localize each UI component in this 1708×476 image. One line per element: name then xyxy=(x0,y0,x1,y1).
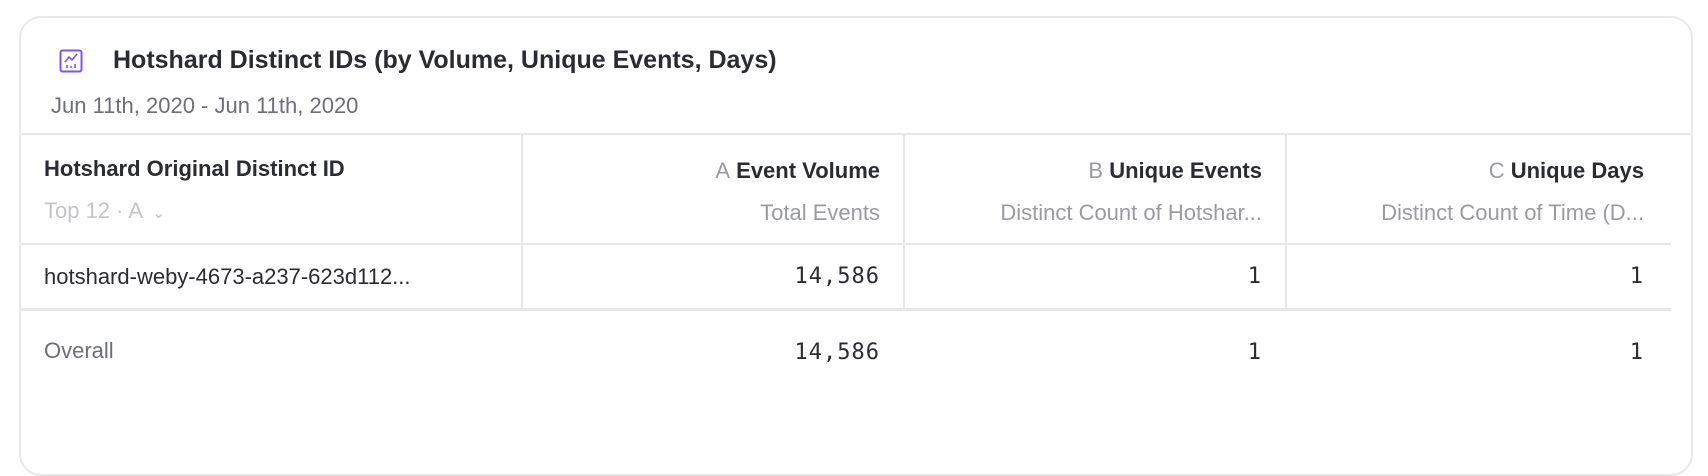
report-card: Hotshard Distinct IDs (by Volume, Unique… xyxy=(19,16,1693,476)
column-letter: A xyxy=(715,158,731,183)
column-subtitle: Distinct Count of Time (D... xyxy=(1381,200,1644,225)
date-range: Jun 11th, 2020 - Jun 11th, 2020 xyxy=(51,93,359,118)
line-chart-icon xyxy=(59,49,83,73)
column-subtitle: Distinct Count of Hotshar... xyxy=(1000,200,1262,225)
column-header-c[interactable]: C Unique Days xyxy=(1287,158,1644,184)
segment-column-header: Hotshard Original Distinct ID xyxy=(44,156,345,181)
overall-value: 14,586 xyxy=(794,340,880,365)
overall-value: 1 xyxy=(1629,340,1644,365)
chevron-down-icon: ⌄ xyxy=(151,205,166,222)
column-title: Unique Days xyxy=(1510,158,1644,183)
column-header-b[interactable]: B Unique Events xyxy=(905,158,1262,184)
table-cell-value: 1 xyxy=(1629,264,1644,289)
column-header-a[interactable]: A Event Volume xyxy=(523,158,880,184)
top-n-label: Top 12 · A xyxy=(44,198,142,223)
top-n-selector[interactable]: Top 12 · A ⌄ xyxy=(44,198,165,224)
table-cell-value: 14,586 xyxy=(794,264,880,289)
column-subtitle: Total Events xyxy=(760,200,880,225)
divider xyxy=(21,133,1691,135)
column-title: Event Volume xyxy=(736,158,880,183)
column-divider xyxy=(903,135,905,311)
column-divider xyxy=(1285,135,1287,311)
column-letter: C xyxy=(1488,158,1505,183)
table-row-label[interactable]: hotshard-weby-4673-a237-623d112... xyxy=(44,264,411,289)
overall-label: Overall xyxy=(44,338,114,363)
divider xyxy=(21,308,1671,311)
overall-value: 1 xyxy=(1247,340,1262,365)
report-title[interactable]: Hotshard Distinct IDs (by Volume, Unique… xyxy=(113,46,777,74)
column-letter: B xyxy=(1088,158,1104,183)
table-cell-value: 1 xyxy=(1247,264,1262,289)
divider xyxy=(21,243,1671,245)
column-divider xyxy=(521,135,523,311)
column-title: Unique Events xyxy=(1109,158,1262,183)
